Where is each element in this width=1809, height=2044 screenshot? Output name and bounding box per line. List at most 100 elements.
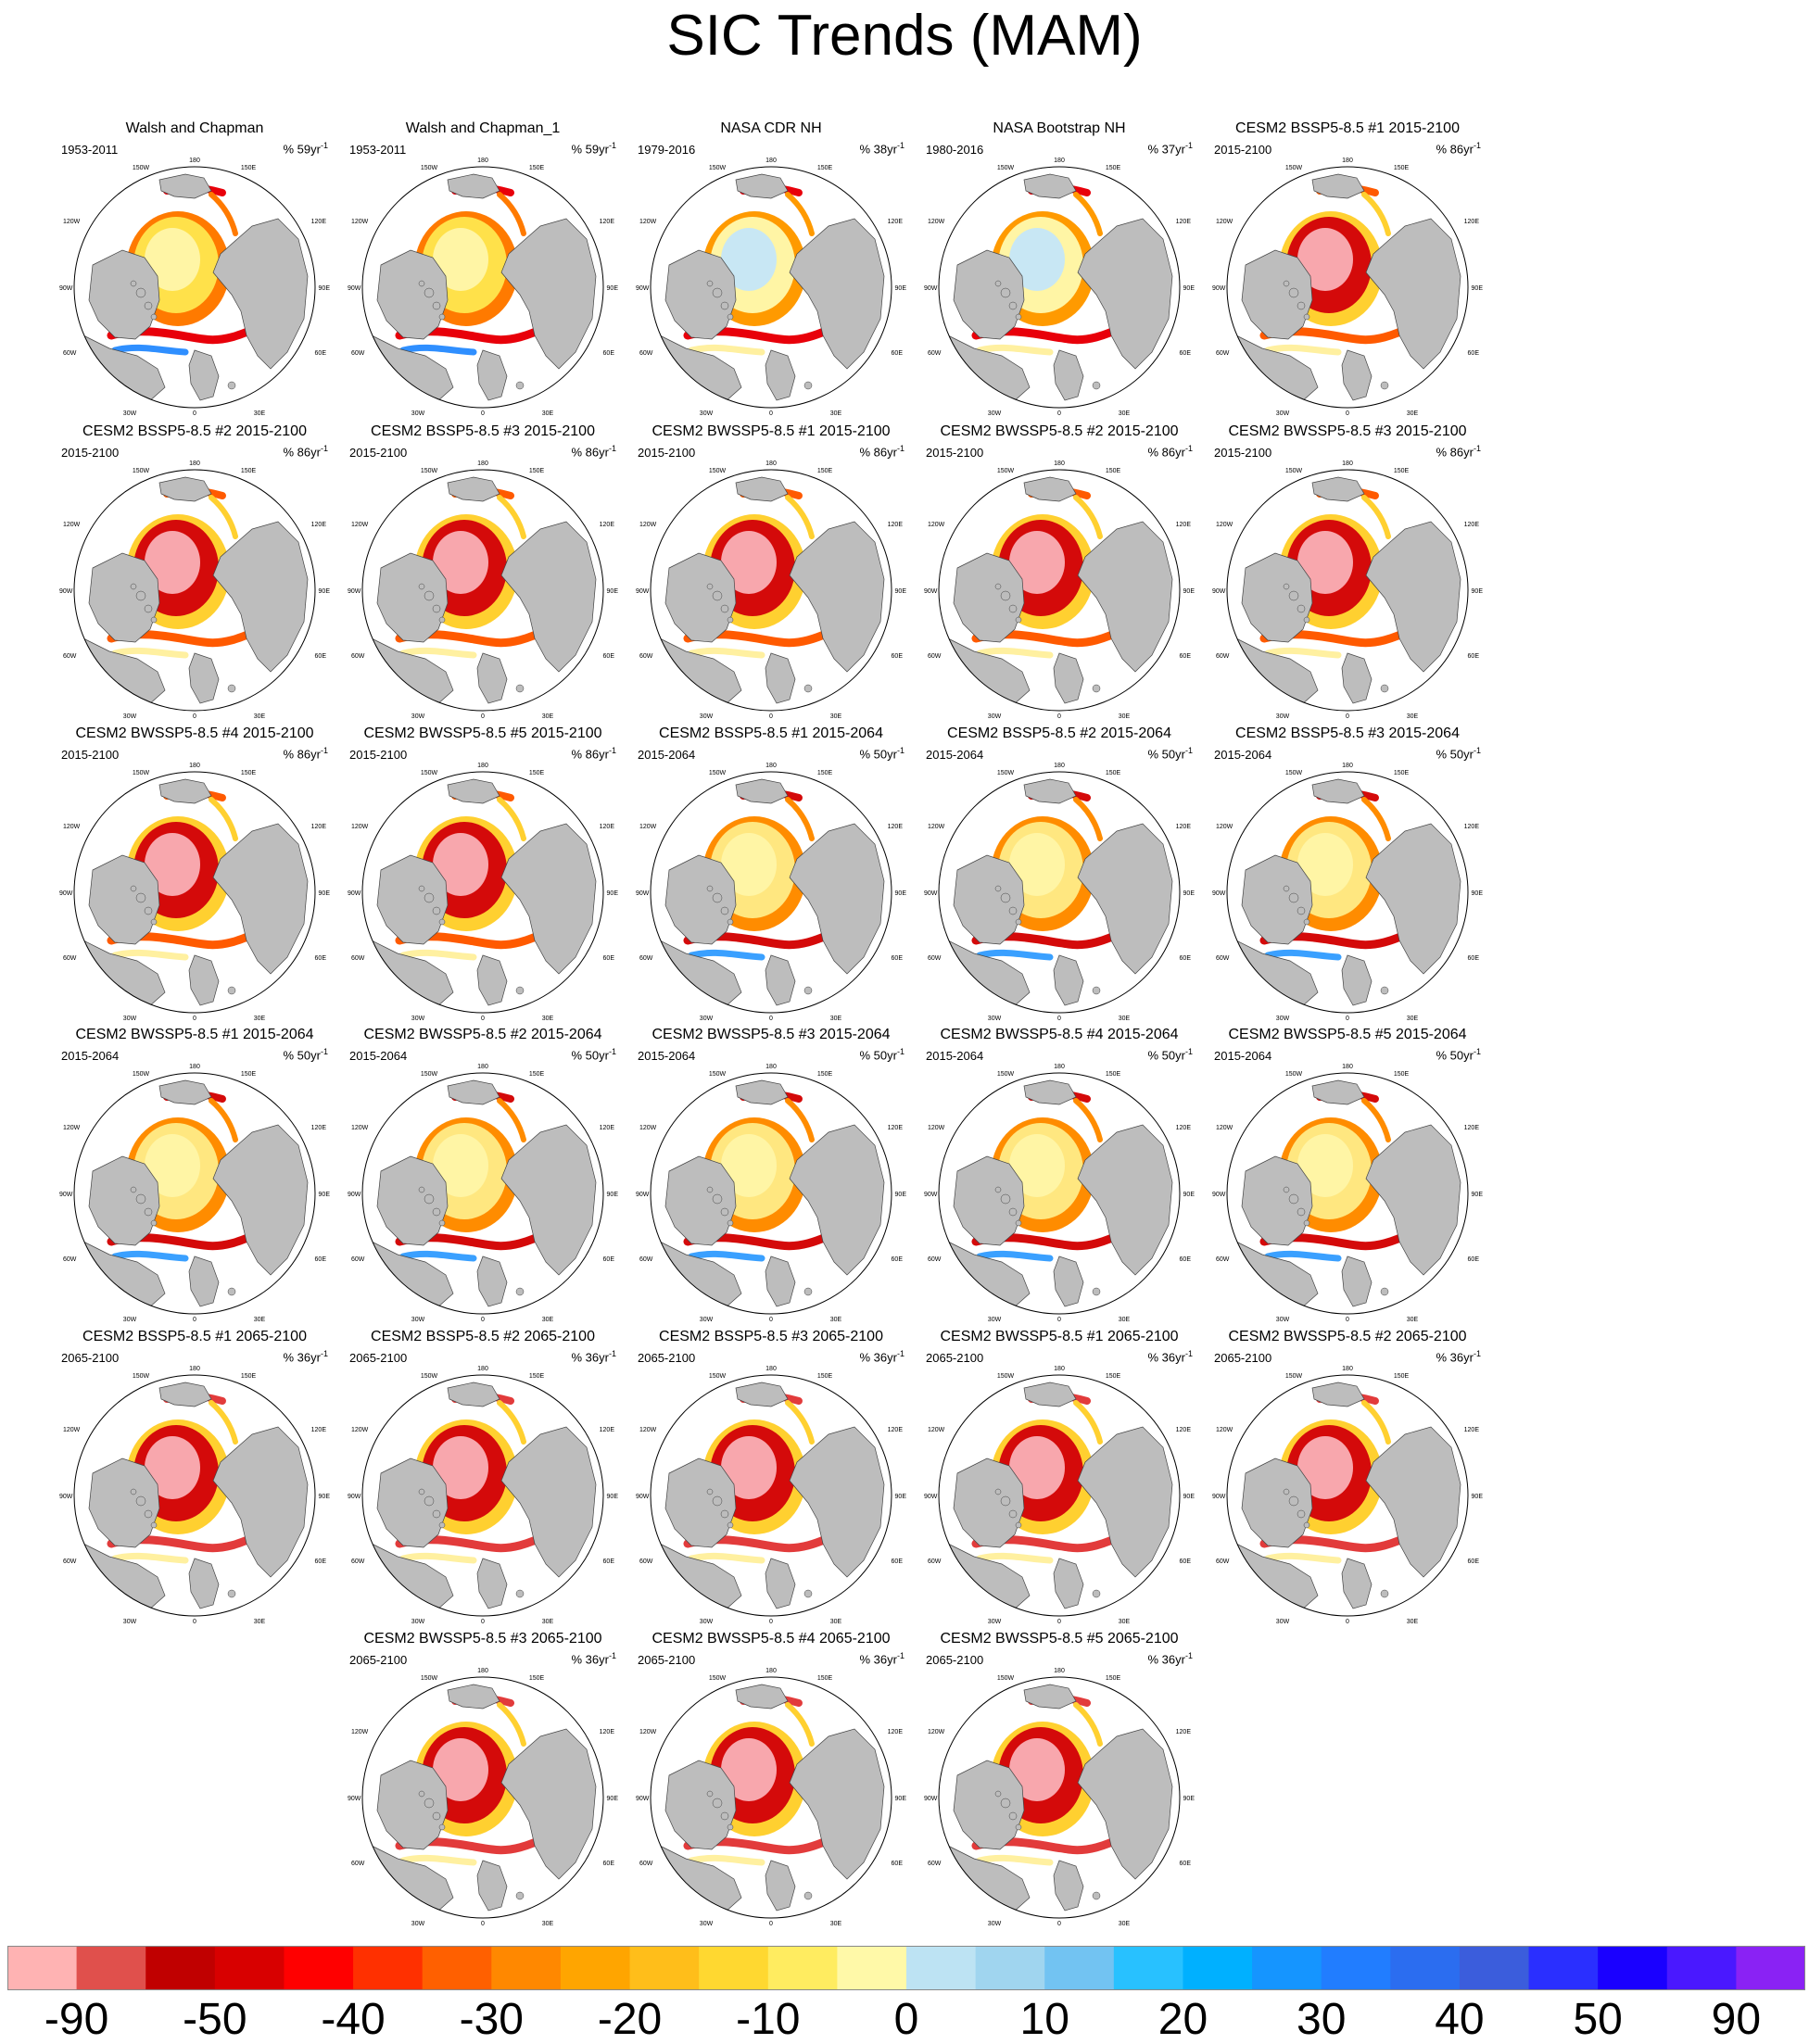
land: [476, 349, 508, 401]
panel-units-text: % 50yr: [1436, 1048, 1474, 1063]
polar-map: 180 150W 150E 120W 120E 90W 90E 60W 60E 30W 30E 0: [636, 1668, 906, 1927]
trend-band-labrador: [111, 1552, 189, 1564]
panel-units-text: % 50yr: [283, 1048, 321, 1063]
colorbar-swatch: [975, 1946, 1045, 1990]
trend-band-labrador: [1264, 949, 1342, 961]
panel-title: CESM2 BSSP5-8.5 #2 2015-2100: [82, 423, 307, 439]
longitude-label: 150W: [421, 1373, 438, 1380]
land: [1365, 1124, 1461, 1276]
panel-period: 1979-2016: [638, 143, 696, 157]
longitude-label: 30W: [123, 1619, 137, 1625]
panel-title: CESM2 BWSSP5-8.5 #1 2015-2100: [651, 423, 891, 439]
land: [88, 249, 160, 340]
trend-field-center: [1009, 833, 1065, 896]
trend-field-center: [433, 1134, 488, 1197]
panel-units-text: % 50yr: [571, 1048, 609, 1063]
island: [418, 583, 425, 590]
longitude-label: 0: [769, 1921, 773, 1927]
longitude-label: 0: [481, 1317, 485, 1323]
polar-map: 180 150W 150E 120W 120E 90W 90E 60W 60E 30W 30E 0: [348, 1668, 618, 1927]
longitude-label: 120W: [928, 824, 945, 830]
panel-units-text: % 36yr: [1147, 1652, 1185, 1667]
longitude-label: 90E: [1183, 1192, 1195, 1198]
island: [994, 1790, 1002, 1798]
longitude-label: 90W: [348, 1192, 361, 1198]
colorbar-swatch: [1113, 1946, 1183, 1990]
longitude-label: 30E: [1119, 1317, 1131, 1323]
panel-units-exponent: -1: [1473, 1349, 1481, 1358]
longitude-label: 60E: [315, 350, 327, 357]
island: [1403, 696, 1411, 703]
longitude-label: 90E: [607, 1192, 619, 1198]
longitude-label: 60E: [603, 955, 615, 962]
panel-units: % 86yr-1: [860, 444, 904, 459]
panel-units: % 36yr-1: [860, 1349, 904, 1364]
island: [130, 885, 137, 892]
land: [789, 1124, 885, 1276]
polar-map: 180 150W 150E 120W 120E 90W 90E 60W 60E 30W 30E 0: [924, 1668, 1195, 1927]
longitude-label: 180: [1342, 1366, 1353, 1372]
longitude-label: 150E: [1106, 1675, 1121, 1682]
longitude-label: 30E: [254, 1619, 266, 1625]
land: [376, 1155, 449, 1246]
map-border: [73, 166, 316, 409]
longitude-label: 90W: [59, 588, 73, 595]
longitude-label: 180: [189, 763, 200, 769]
longitude-label: 90E: [319, 285, 331, 292]
island: [706, 583, 714, 590]
colorbar-tick-label: 0: [893, 1995, 919, 2044]
panel-title: CESM2 BWSSP5-8.5 #4 2015-2100: [75, 725, 314, 741]
panel-title: CESM2 BSSP5-8.5 #2 2065-2100: [371, 1329, 595, 1344]
panel-units: % 86yr-1: [1148, 444, 1193, 459]
land: [1241, 854, 1313, 945]
longitude-label: 180: [189, 461, 200, 467]
longitude-label: 150W: [1285, 165, 1303, 171]
island: [706, 1186, 714, 1193]
colorbar-swatch: [1321, 1946, 1391, 1990]
trend-field-center: [433, 531, 488, 594]
island: [1403, 1299, 1411, 1306]
land: [1341, 652, 1373, 704]
panel-units-text: % 86yr: [1436, 445, 1474, 460]
trend-field-center: [721, 1436, 777, 1499]
trend-band-labrador: [976, 344, 1054, 356]
longitude-label: 150E: [529, 468, 545, 474]
panel-units-exponent: -1: [896, 746, 904, 755]
longitude-label: 120W: [1216, 219, 1233, 225]
longitude-label: 30W: [123, 713, 137, 720]
island: [712, 590, 723, 601]
longitude-label: 90W: [636, 1796, 650, 1802]
panel-units-exponent: -1: [608, 1651, 616, 1660]
land: [376, 1760, 449, 1850]
map-border: [938, 1676, 1181, 1919]
panel-title: CESM2 BWSSP5-8.5 #3 2065-2100: [363, 1631, 602, 1647]
longitude-label: 150E: [241, 770, 257, 776]
longitude-label: 60W: [63, 1558, 77, 1565]
polar-map: 180 150W 150E 120W 120E 90W 90E 60W 60E 30W 30E 0: [59, 1366, 330, 1625]
longitude-label: 150E: [1394, 1373, 1410, 1380]
island: [515, 1287, 525, 1296]
longitude-label: 30E: [830, 1921, 842, 1927]
longitude-label: 60W: [351, 350, 365, 357]
map-border: [73, 771, 316, 1014]
longitude-label: 90W: [348, 1796, 361, 1802]
longitude-label: 120W: [1216, 1427, 1233, 1433]
land: [664, 249, 737, 340]
land: [1077, 218, 1173, 370]
island: [1283, 1186, 1290, 1193]
panel-units-exponent: -1: [320, 1047, 328, 1056]
land: [765, 1860, 796, 1912]
map-panel: CESM2 BWSSP5-8.5 #2 2015-2100 2015-2100 % …: [920, 423, 1198, 720]
trend-band-labrador: [688, 1552, 765, 1564]
panel-units-text: % 86yr: [283, 445, 321, 460]
land: [664, 552, 737, 643]
longitude-label: 120E: [888, 219, 904, 225]
longitude-label: 60E: [315, 1558, 327, 1565]
longitude-label: 180: [1342, 763, 1353, 769]
panel-period: 2015-2100: [349, 446, 408, 460]
longitude-label: 150E: [529, 1675, 545, 1682]
longitude-label: 120W: [63, 522, 81, 528]
longitude-label: 60E: [315, 1256, 327, 1263]
panel-units-exponent: -1: [896, 1047, 904, 1056]
panel-title: CESM2 BSSP5-8.5 #3 2065-2100: [659, 1329, 883, 1344]
